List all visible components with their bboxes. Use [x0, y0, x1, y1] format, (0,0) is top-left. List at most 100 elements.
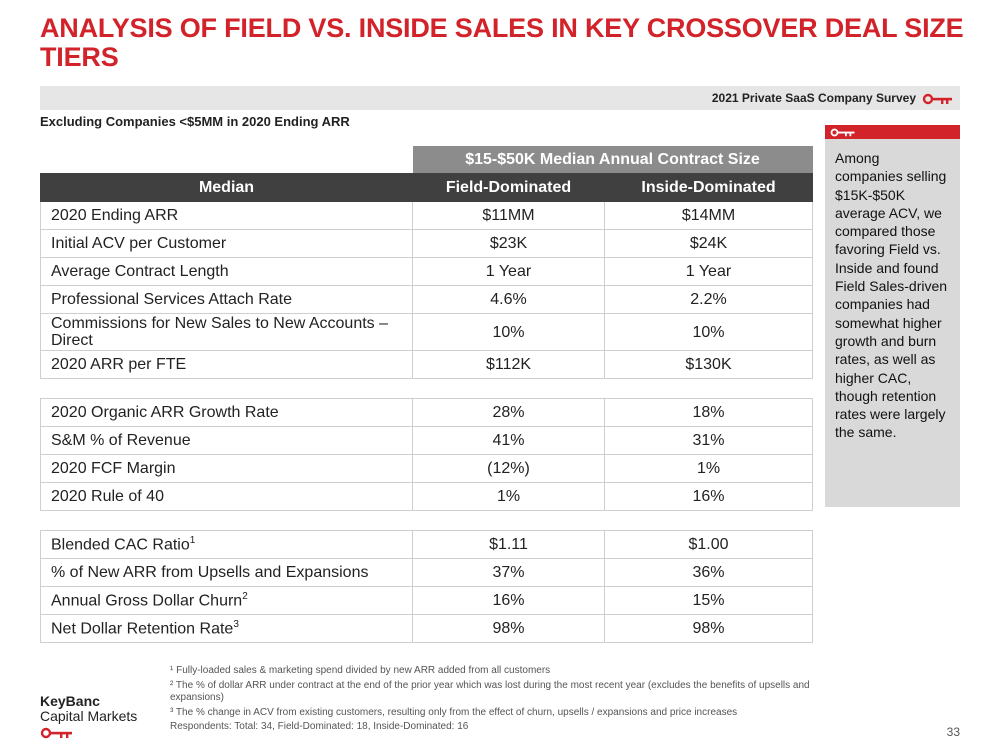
row-label-text: Initial ACV per Customer	[51, 234, 227, 252]
field-value: 10%	[412, 313, 605, 351]
footnote-ref: 2	[242, 590, 248, 602]
logo-line-1: KeyBanc	[40, 693, 100, 709]
respondents-note: Respondents: Total: 34, Field-Dominated:…	[170, 721, 469, 732]
inside-value: 15%	[604, 586, 813, 615]
header-field: Field-Dominated	[412, 173, 605, 202]
row-label: Professional Services Attach Rate	[40, 285, 413, 314]
key-icon	[922, 93, 952, 105]
footnotes: ¹ Fully-loaded sales & marketing spend d…	[170, 665, 830, 736]
footnote-ref: 1	[189, 534, 196, 546]
row-label: 2020 Ending ARR	[40, 201, 413, 230]
table-row: S&M % of Revenue 41% 31%	[40, 426, 813, 455]
inside-value: $24K	[604, 229, 813, 258]
subtitle: Excluding Companies <$5MM in 2020 Ending…	[40, 114, 350, 129]
table-row: Net Dollar Retention Rate3 98% 98%	[40, 614, 813, 643]
callout-box: Among companies selling $15K-$50K averag…	[825, 125, 960, 507]
field-value: $11MM	[412, 201, 605, 230]
page-number: 33	[946, 725, 960, 739]
row-label: Net Dollar Retention Rate3	[40, 614, 413, 643]
row-label-text: Net Dollar Retention Rate	[51, 620, 234, 638]
field-value: $23K	[412, 229, 605, 258]
table-row: 2020 Rule of 40 1% 16%	[40, 482, 813, 511]
page-title: ANALYSIS OF FIELD VS. INSIDE SALES IN KE…	[40, 13, 964, 72]
inside-value: 98%	[604, 614, 813, 643]
header-inside: Inside-Dominated	[604, 173, 813, 202]
table-row: 2020 FCF Margin (12%) 1%	[40, 454, 813, 483]
inside-value: 16%	[604, 482, 813, 511]
table-row: Average Contract Length 1 Year 1 Year	[40, 257, 813, 286]
row-label: 2020 Rule of 40	[40, 482, 413, 511]
row-label-text: Average Contract Length	[51, 262, 229, 280]
header-median: Median	[40, 173, 413, 202]
inside-value: 36%	[604, 558, 813, 587]
table-row: % of New ARR from Upsells and Expansions…	[40, 558, 813, 587]
table-row: 2020 Organic ARR Growth Rate 28% 18%	[40, 398, 813, 427]
footnote-3: ³ The % change in ACV from existing cust…	[170, 706, 738, 718]
group-spacer	[41, 511, 813, 531]
row-label: Initial ACV per Customer	[40, 229, 413, 258]
row-label: 2020 FCF Margin	[40, 454, 413, 483]
callout-text: Among companies selling $15K-$50K averag…	[835, 150, 948, 441]
row-label: 2020 Organic ARR Growth Rate	[40, 398, 413, 427]
table-row: Blended CAC Ratio1 $1.11 $1.00	[40, 530, 813, 559]
row-label-text: 2020 Rule of 40	[51, 487, 164, 505]
metrics-table: $15-$50K Median Annual Contract Size Med…	[40, 146, 813, 643]
row-label: 2020 ARR per FTE	[40, 350, 413, 379]
table-row: 2020 ARR per FTE $112K $130K	[40, 350, 813, 379]
field-value: $112K	[412, 350, 605, 379]
row-label-text: % of New ARR from Upsells and Expansions	[51, 563, 369, 581]
footnote-2: ² The % of dollar ARR under contract at …	[170, 679, 810, 704]
row-label: Blended CAC Ratio1	[40, 530, 413, 559]
row-label-text: Blended CAC Ratio	[51, 536, 190, 554]
logo-line-2: Capital Markets	[40, 708, 138, 724]
field-value: 16%	[412, 586, 605, 615]
field-value: (12%)	[412, 454, 605, 483]
table-row: 2020 Ending ARR $11MM $14MM	[40, 201, 813, 230]
row-label-text: Annual Gross Dollar Churn	[51, 592, 243, 610]
group-spacer	[41, 379, 813, 399]
field-value: 1 Year	[412, 257, 605, 286]
footnote-ref: 3	[233, 618, 239, 630]
inside-value: 31%	[604, 426, 813, 455]
field-value: 1%	[412, 482, 605, 511]
inside-value: $130K	[604, 350, 813, 379]
row-label-text: Commissions for New Sales to New Account…	[51, 315, 389, 349]
row-label: Average Contract Length	[40, 257, 413, 286]
table-row: Initial ACV per Customer $23K $24K	[40, 229, 813, 258]
row-label: Commissions for New Sales to New Account…	[40, 313, 413, 351]
inside-value: 10%	[604, 313, 813, 351]
inside-value: 2.2%	[604, 285, 813, 314]
keybanc-logo: KeyBanc Capital Markets	[40, 694, 137, 724]
table-row: Professional Services Attach Rate 4.6% 2.2…	[40, 285, 813, 314]
field-value: 28%	[412, 398, 605, 427]
field-value: $1.11	[412, 530, 605, 559]
field-value: 98%	[412, 614, 605, 643]
inside-value: $14MM	[604, 201, 813, 230]
row-label-text: Professional Services Attach Rate	[51, 290, 293, 308]
inside-value: 18%	[604, 398, 813, 427]
survey-bar: 2021 Private SaaS Company Survey	[40, 86, 960, 110]
row-label: % of New ARR from Upsells and Expansions	[40, 558, 413, 587]
key-icon	[40, 727, 72, 739]
row-label-text: 2020 Organic ARR Growth Rate	[51, 403, 279, 421]
row-label: Annual Gross Dollar Churn2	[40, 586, 413, 615]
footnote-1: ¹ Fully-loaded sales & marketing spend d…	[170, 665, 551, 676]
row-label-text: 2020 FCF Margin	[51, 459, 176, 477]
key-icon	[830, 128, 855, 137]
field-value: 37%	[412, 558, 605, 587]
inside-value: 1 Year	[604, 257, 813, 286]
inside-value: 1%	[604, 454, 813, 483]
table-row: Annual Gross Dollar Churn2 16% 15%	[40, 586, 813, 615]
row-label-text: 2020 Ending ARR	[51, 206, 179, 224]
inside-value: $1.00	[604, 530, 813, 559]
row-label: S&M % of Revenue	[40, 426, 413, 455]
callout-header	[825, 125, 960, 139]
blank-cell	[41, 146, 413, 174]
table-row: Commissions for New Sales to New Account…	[40, 313, 813, 351]
row-label-text: S&M % of Revenue	[51, 431, 191, 449]
field-value: 41%	[412, 426, 605, 455]
row-label-text: 2020 ARR per FTE	[51, 355, 187, 373]
super-header: $15-$50K Median Annual Contract Size	[412, 146, 813, 174]
field-value: 4.6%	[412, 285, 605, 314]
survey-label: 2021 Private SaaS Company Survey	[711, 91, 916, 105]
